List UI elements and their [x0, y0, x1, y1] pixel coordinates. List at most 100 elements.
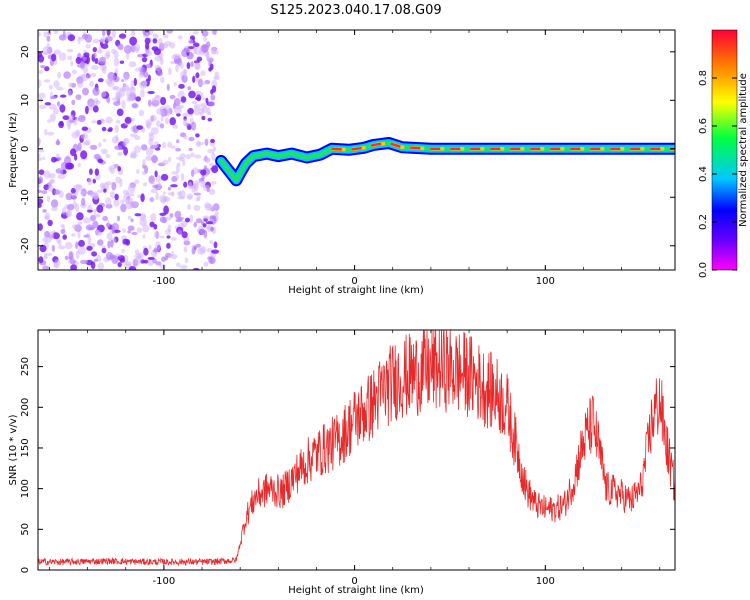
noise-blob [130, 219, 133, 223]
noise-blob [183, 119, 188, 126]
colorbar-gradient [712, 30, 737, 270]
noise-blob [73, 184, 81, 189]
noise-blob [105, 181, 112, 185]
noise-blob [105, 36, 113, 42]
noise-blob [170, 184, 178, 187]
noise-blob [110, 191, 115, 199]
noise-blob [159, 236, 164, 239]
noise-blob [131, 232, 137, 235]
noise-blob [193, 43, 200, 48]
noise-blob [95, 168, 99, 175]
noise-blob [184, 48, 188, 52]
noise-blob [129, 266, 137, 273]
noise-blob [214, 72, 219, 79]
noise-blob [102, 127, 107, 131]
noise-blob [192, 124, 196, 129]
noise-blob [89, 168, 93, 175]
noise-blob [164, 196, 171, 202]
noise-blob [38, 176, 43, 184]
noise-blob [47, 195, 50, 202]
noise-blob [210, 139, 215, 143]
noise-blob [142, 57, 147, 62]
noise-blob [211, 250, 219, 254]
noise-blob [114, 224, 120, 228]
noise-blob [98, 262, 105, 270]
noise-blob [193, 222, 197, 228]
noise-blob [83, 217, 91, 223]
noise-blob [174, 98, 181, 106]
noise-blob [103, 189, 106, 193]
noise-blob [208, 206, 216, 211]
noise-blob [207, 225, 213, 232]
noise-blob [207, 187, 210, 192]
noise-blob [42, 52, 49, 55]
noise-blob [193, 180, 200, 186]
noise-blob [62, 207, 66, 214]
colorbar-label: Normalized spectral amplitude [738, 73, 749, 227]
noise-blob [204, 262, 209, 267]
noise-blob [197, 57, 203, 62]
noise-blob [35, 198, 43, 204]
noise-blob [90, 145, 97, 150]
noise-blob [135, 96, 141, 101]
noise-blob [134, 179, 139, 184]
noise-blob [38, 70, 43, 74]
noise-blob [78, 240, 85, 247]
noise-blob [83, 235, 89, 238]
noise-blob [114, 145, 122, 150]
noise-blob [182, 231, 188, 238]
noise-blob [143, 182, 147, 186]
noise-blob [65, 256, 69, 261]
noise-blob [210, 89, 213, 94]
noise-blob [148, 75, 151, 82]
noise-blob [54, 259, 60, 268]
noise-blob [82, 88, 89, 96]
noise-blob [175, 148, 181, 152]
noise-blob [53, 80, 59, 88]
noise-blob [117, 152, 123, 156]
noise-blob [190, 214, 194, 223]
noise-blob [169, 42, 175, 49]
noise-blob [97, 239, 103, 246]
noise-blob [145, 32, 148, 39]
noise-blob [145, 38, 151, 44]
noise-blob [180, 265, 188, 269]
noise-blob [136, 125, 143, 129]
noise-blob [106, 252, 113, 260]
noise-blob [47, 132, 55, 136]
y-tick-label: 100 [20, 479, 31, 498]
noise-blob [209, 215, 216, 219]
noise-blob [205, 158, 210, 163]
noise-blob [70, 148, 76, 156]
noise-blob [68, 34, 75, 41]
noise-blob [45, 236, 51, 243]
noise-blob [194, 103, 197, 112]
noise-blob [88, 178, 93, 185]
noise-blob [50, 113, 56, 122]
noise-blob [154, 48, 161, 55]
noise-blob [169, 117, 176, 125]
snr-panel: -100 0 100050100150200250 Height of straig… [8, 324, 675, 596]
noise-blob [67, 123, 70, 130]
noise-blob [143, 234, 146, 239]
noise-blob [45, 102, 52, 105]
noise-blob [153, 249, 161, 252]
noise-blob [58, 121, 64, 128]
noise-blob [91, 65, 99, 70]
noise-blob [187, 204, 191, 210]
noise-blob [176, 162, 180, 167]
noise-blob [174, 106, 182, 114]
noise-blob [72, 193, 76, 202]
noise-blob [82, 73, 88, 81]
noise-blob [122, 249, 125, 253]
noise-blob [38, 55, 44, 63]
noise-blob [102, 245, 106, 248]
y-tick-label: 0 [20, 567, 31, 573]
noise-blob [124, 75, 128, 81]
noise-blob [168, 67, 172, 75]
noise-blob [153, 33, 159, 39]
noise-blob [206, 221, 213, 224]
noise-blob [179, 62, 183, 69]
y-tick-label: 250 [20, 357, 31, 376]
noise-blob [187, 86, 191, 90]
